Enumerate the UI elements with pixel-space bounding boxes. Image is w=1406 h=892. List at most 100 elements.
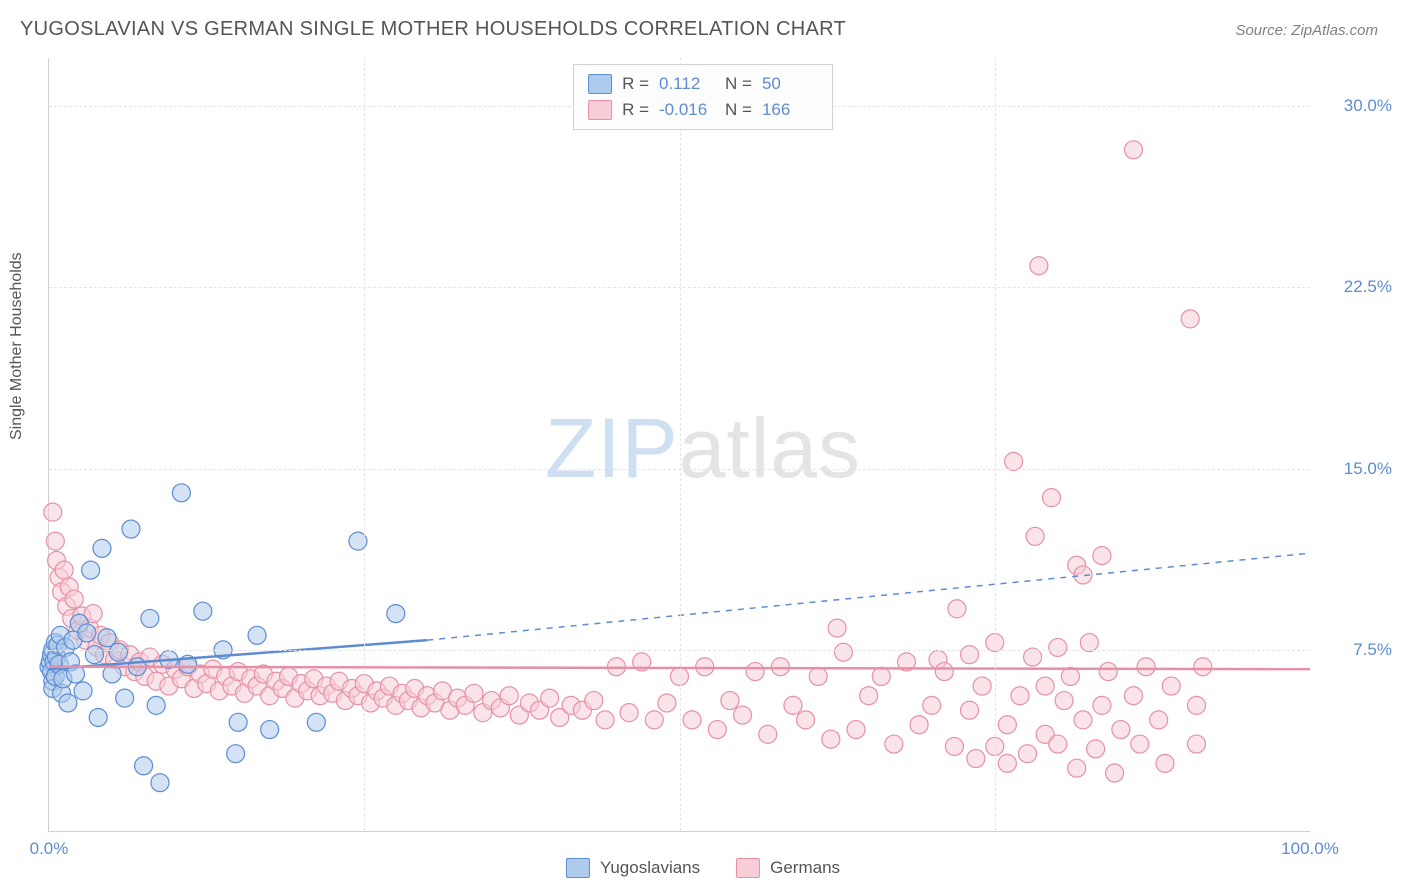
correlation-stats-box: R = 0.112 N = 50 R = -0.016 N = 166 (573, 64, 833, 130)
data-point (1036, 677, 1054, 695)
data-point (98, 629, 116, 647)
data-point (1188, 735, 1206, 753)
data-point (847, 721, 865, 739)
legend: Yugoslavians Germans (566, 858, 840, 878)
data-point (708, 721, 726, 739)
data-point (961, 701, 979, 719)
data-point (620, 704, 638, 722)
data-point (1124, 141, 1142, 159)
data-point (541, 689, 559, 707)
data-point (596, 711, 614, 729)
gridline-x (995, 58, 996, 831)
stat-label-r: R = (622, 74, 649, 94)
trend-line-extrapolated (427, 553, 1310, 640)
data-point (967, 750, 985, 768)
data-point (759, 725, 777, 743)
plot-area: 7.5%15.0%22.5%30.0%0.0%100.0% (48, 58, 1310, 832)
data-point (1019, 745, 1037, 763)
data-point (784, 696, 802, 714)
stat-r-yugoslavians: 0.112 (659, 74, 715, 94)
chart-container: { "title": "YUGOSLAVIAN VS GERMAN SINGLE… (0, 0, 1406, 892)
data-point (116, 689, 134, 707)
data-point (465, 684, 483, 702)
data-point (89, 708, 107, 726)
data-point (194, 602, 212, 620)
data-point (151, 774, 169, 792)
stat-n-germans: 166 (762, 100, 818, 120)
data-point (998, 754, 1016, 772)
data-point (1112, 721, 1130, 739)
data-point (828, 619, 846, 637)
data-point (74, 682, 92, 700)
data-point (809, 667, 827, 685)
data-point (46, 532, 64, 550)
data-point (147, 696, 165, 714)
data-point (78, 624, 96, 642)
data-point (945, 737, 963, 755)
data-point (645, 711, 663, 729)
data-point (834, 643, 852, 661)
data-point (885, 735, 903, 753)
data-point (1087, 740, 1105, 758)
data-point (935, 663, 953, 681)
data-point (1049, 638, 1067, 656)
data-point (1106, 764, 1124, 782)
data-point (1068, 759, 1086, 777)
data-point (683, 711, 701, 729)
data-point (122, 520, 140, 538)
data-point (387, 605, 405, 623)
data-point (961, 646, 979, 664)
data-point (998, 716, 1016, 734)
data-point (1124, 687, 1142, 705)
swatch-blue (566, 858, 590, 878)
data-point (65, 590, 83, 608)
chart-title: YUGOSLAVIAN VS GERMAN SINGLE MOTHER HOUS… (20, 18, 846, 41)
gridline-x (680, 58, 681, 831)
stat-row-yugoslavians: R = 0.112 N = 50 (588, 71, 818, 97)
data-point (141, 609, 159, 627)
data-point (721, 692, 739, 710)
data-point (910, 716, 928, 734)
data-point (1162, 677, 1180, 695)
data-point (797, 711, 815, 729)
data-point (1150, 711, 1168, 729)
data-point (248, 626, 266, 644)
data-point (1061, 667, 1079, 685)
data-point (55, 561, 73, 579)
data-point (1093, 547, 1111, 565)
data-point (85, 646, 103, 664)
data-point (1026, 527, 1044, 545)
stat-row-germans: R = -0.016 N = 166 (588, 97, 818, 123)
data-point (135, 757, 153, 775)
data-point (59, 694, 77, 712)
data-point (261, 721, 279, 739)
data-point (734, 706, 752, 724)
swatch-blue (588, 74, 612, 94)
data-point (307, 713, 325, 731)
stat-label-n: N = (725, 74, 752, 94)
data-point (44, 503, 62, 521)
data-point (1049, 735, 1067, 753)
data-point (658, 694, 676, 712)
data-point (1131, 735, 1149, 753)
legend-item-germans: Germans (736, 858, 840, 878)
y-tick-label: 30.0% (1344, 96, 1392, 116)
data-point (229, 713, 247, 731)
gridline-x (364, 58, 365, 831)
data-point (1181, 310, 1199, 328)
source-attribution: Source: ZipAtlas.com (1235, 22, 1378, 39)
legend-item-yugoslavians: Yugoslavians (566, 858, 700, 878)
stat-n-yugoslavians: 50 (762, 74, 818, 94)
stat-label-r: R = (622, 100, 649, 120)
data-point (1099, 663, 1117, 681)
x-tick-label: 100.0% (1281, 839, 1339, 859)
data-point (1074, 711, 1092, 729)
data-point (1055, 692, 1073, 710)
y-tick-label: 15.0% (1344, 459, 1392, 479)
data-point (973, 677, 991, 695)
data-point (1042, 489, 1060, 507)
data-point (82, 561, 100, 579)
y-axis-label: Single Mother Households (8, 252, 26, 440)
data-point (822, 730, 840, 748)
data-point (1093, 696, 1111, 714)
